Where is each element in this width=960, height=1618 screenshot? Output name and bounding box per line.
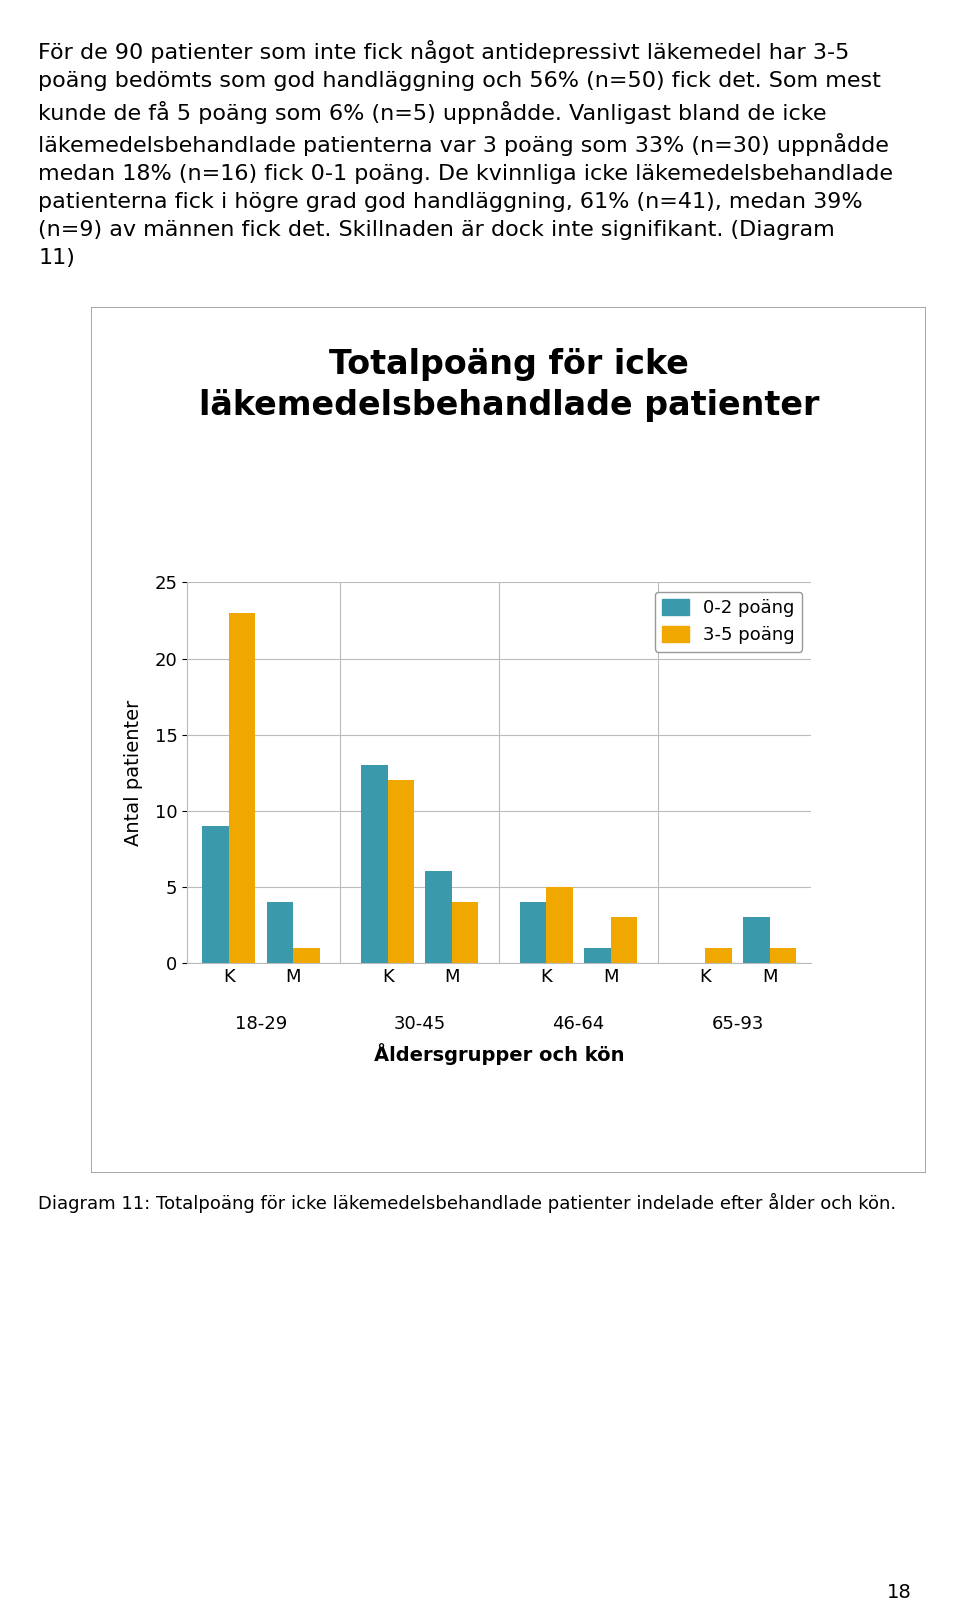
Bar (267, 901, 293, 963)
Text: Diagram 11: Totalpoäng för icke läkemedelsbehandlade patienter indelade efter ål: Diagram 11: Totalpoäng för icke läkemede… (38, 1192, 897, 1212)
Bar (425, 872, 452, 963)
Bar (743, 917, 770, 963)
Text: 30-45: 30-45 (394, 1016, 445, 1034)
Text: Åldersgrupper och kön: Åldersgrupper och kön (374, 1044, 624, 1065)
Bar (293, 948, 320, 963)
Bar (203, 825, 228, 963)
Y-axis label: Antal patienter: Antal patienter (125, 699, 143, 846)
Bar (520, 901, 546, 963)
Bar (361, 765, 388, 963)
Text: 18: 18 (887, 1582, 912, 1602)
Bar (706, 948, 732, 963)
Text: Totalpoäng för icke
läkemedelsbehandlade patienter: Totalpoäng för icke läkemedelsbehandlade… (199, 348, 819, 422)
Bar (770, 948, 796, 963)
Bar (546, 887, 573, 963)
Text: 65-93: 65-93 (711, 1016, 763, 1034)
Legend: 0-2 poäng, 3-5 poäng: 0-2 poäng, 3-5 poäng (655, 592, 803, 652)
Bar (452, 901, 478, 963)
Bar (228, 613, 255, 963)
Bar (388, 780, 414, 963)
Bar (585, 948, 611, 963)
Text: För de 90 patienter som inte fick något antidepressivt läkemedel har 3-5
poäng b: För de 90 patienter som inte fick något … (38, 40, 894, 269)
Bar (611, 917, 637, 963)
Text: 46-64: 46-64 (553, 1016, 605, 1034)
Text: 18-29: 18-29 (235, 1016, 287, 1034)
